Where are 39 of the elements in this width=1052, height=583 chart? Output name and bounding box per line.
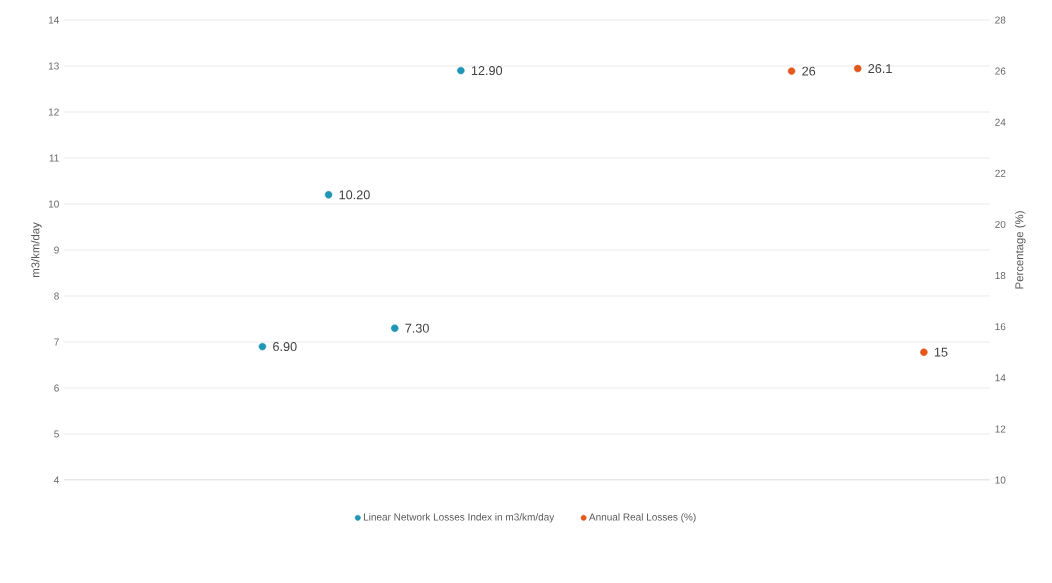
data-label: 26 <box>802 66 816 76</box>
y-tick-label: 14 <box>48 16 59 24</box>
point <box>920 348 928 356</box>
y2-tick-label: 16 <box>995 323 1006 331</box>
y2-tick-label: 28 <box>995 16 1006 24</box>
point <box>457 66 465 75</box>
y-tick-label: 11 <box>49 154 59 162</box>
data-label: 26.1 <box>868 64 892 74</box>
y-tick-label: 13 <box>48 62 59 70</box>
data-label: 10.20 <box>339 190 370 200</box>
y2-tick-label: 26 <box>995 67 1006 75</box>
y2-tick-label: 14 <box>995 374 1006 382</box>
y-tick-label: 7 <box>54 338 59 346</box>
y-tick-label: 4 <box>53 476 59 484</box>
point <box>787 67 796 75</box>
y-tick-label: 6 <box>54 384 59 392</box>
point <box>853 64 862 73</box>
data-label: 15 <box>934 347 948 357</box>
y-tick-label: 5 <box>54 430 59 438</box>
y-tick-label: 12 <box>48 108 59 116</box>
y2-tick-label: 20 <box>995 220 1006 228</box>
y-tick-label: 10 <box>48 200 59 208</box>
y2-tick-label: 12 <box>995 425 1006 433</box>
y2-tick-label: 22 <box>995 169 1006 177</box>
data-label: 12.90 <box>471 66 503 76</box>
y-tick-label: 8 <box>54 292 59 300</box>
legend-label: Linear Network Losses Index in m3/km/day <box>363 513 555 523</box>
y-axis-title: m3/km/day <box>31 222 42 277</box>
legend-label: Annual Real Losses (%) <box>588 513 696 523</box>
point <box>324 191 333 199</box>
y2-tick-label: 18 <box>995 272 1006 280</box>
point <box>258 342 267 351</box>
data-label: 6.90 <box>273 342 297 352</box>
y-tick-label: 9 <box>54 246 59 254</box>
data-label: 7.30 <box>405 323 429 333</box>
y2-tick-label: 24 <box>995 118 1006 126</box>
y2-axis-title: Percentage (%) <box>1015 211 1026 289</box>
y2-tick-label: 10 <box>995 476 1006 484</box>
point <box>390 324 399 332</box>
